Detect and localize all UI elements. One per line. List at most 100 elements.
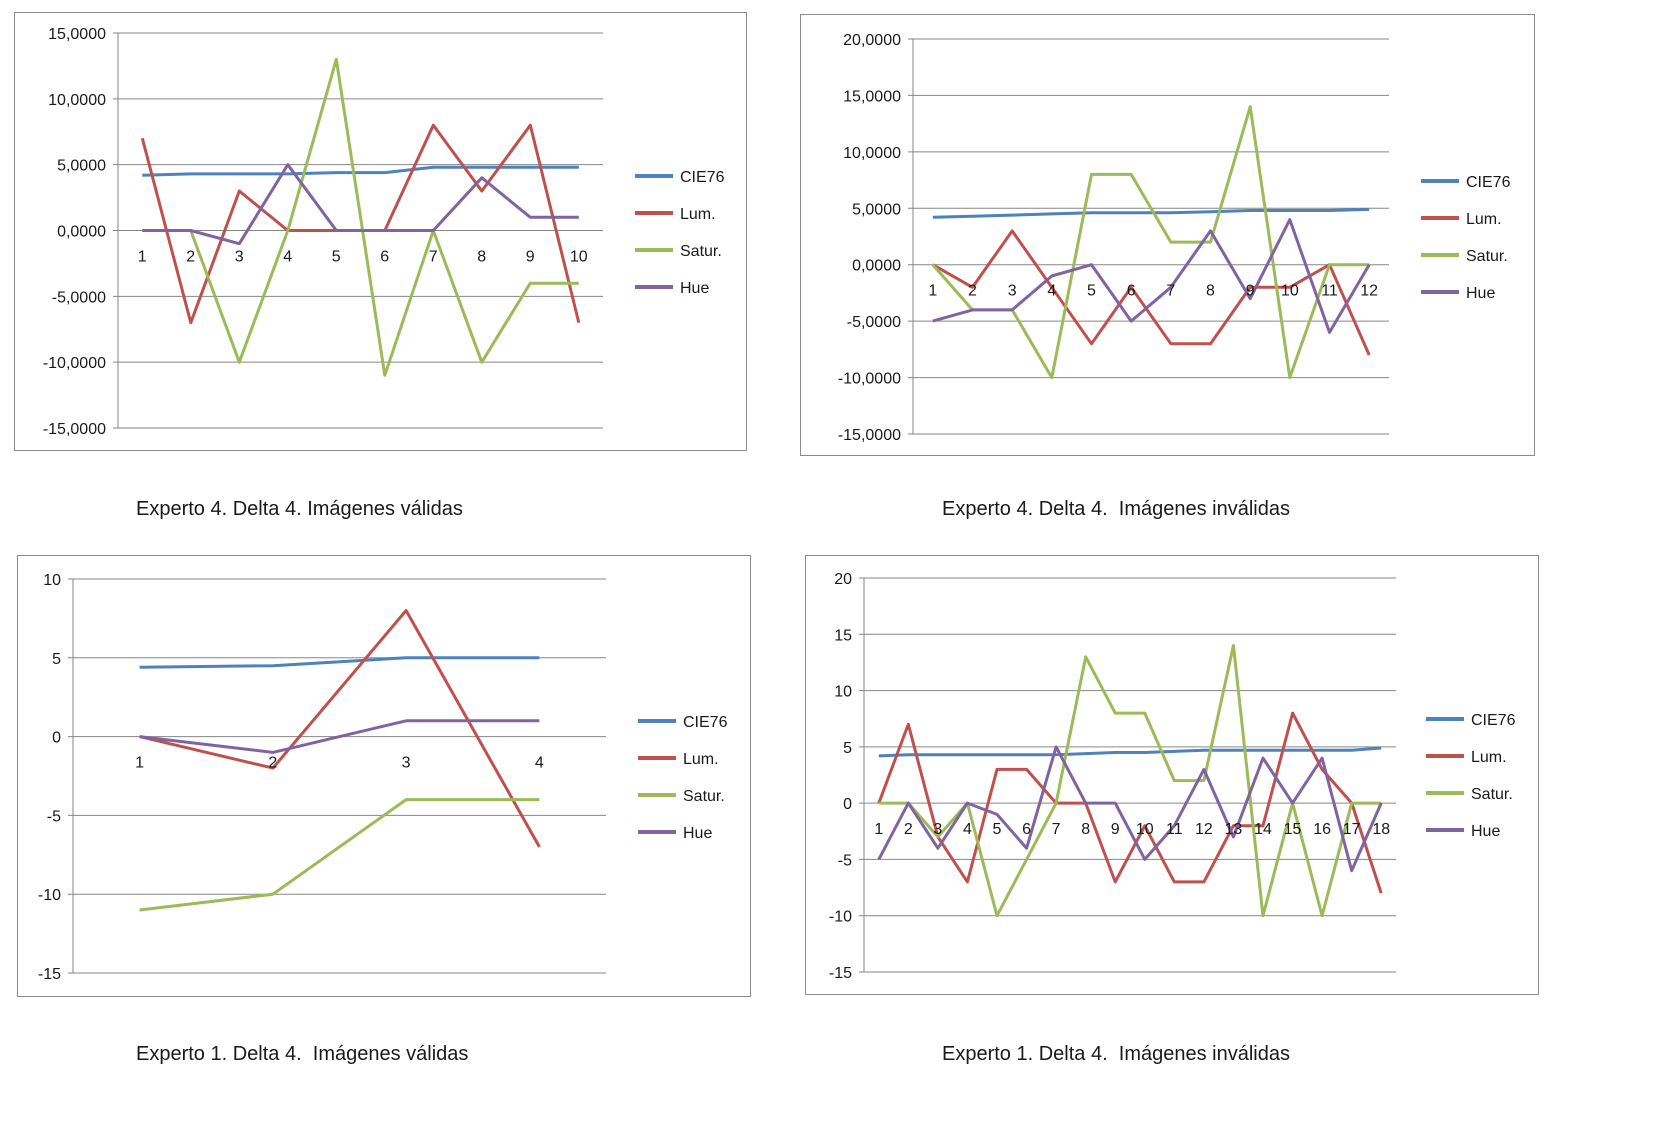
x-tick-label: 9 — [526, 249, 535, 266]
legend-label: Satur. — [680, 243, 722, 260]
y-tick-label: -15 — [38, 966, 61, 983]
legend-label: CIE76 — [1466, 174, 1511, 191]
y-tick-label: 5 — [843, 740, 852, 757]
y-tick-label: 0,0000 — [852, 258, 901, 275]
y-tick-label: 5,0000 — [852, 201, 901, 218]
legend-label: Satur. — [1466, 248, 1508, 265]
legend-label: Lum. — [1466, 211, 1502, 228]
x-tick-label: 5 — [1087, 283, 1096, 300]
y-tick-label: 0 — [52, 730, 61, 747]
x-tick-label: 4 — [963, 821, 972, 838]
y-tick-label: -15,0000 — [43, 421, 106, 438]
series-line-lum — [877, 711, 1383, 894]
y-tick-label: 5 — [52, 651, 61, 668]
y-tick-label: -10 — [829, 909, 852, 926]
x-tick-label: 4 — [283, 249, 292, 266]
legend-label: Hue — [1466, 285, 1495, 302]
y-tick-label: 10,0000 — [48, 92, 106, 109]
x-tick-label: 1 — [138, 249, 147, 266]
y-tick-label: 10 — [834, 684, 852, 701]
x-tick-label: 10 — [1136, 821, 1154, 838]
x-tick-label: 6 — [1022, 821, 1031, 838]
x-tick-label: 10 — [1281, 283, 1299, 300]
x-tick-label: 18 — [1372, 821, 1390, 838]
y-tick-label: -5,0000 — [52, 289, 106, 306]
y-tick-label: -15 — [829, 965, 852, 982]
legend-label: Satur. — [1471, 786, 1513, 803]
legend-label: CIE76 — [1471, 712, 1516, 729]
chart-experto1-validas: 10 5 0 -5 -10 -15 1 2 3 4 CIE76 Lum. Satur. Hue — [17, 555, 751, 997]
x-tick-label: 7 — [429, 249, 438, 266]
legend-label: Hue — [680, 280, 709, 297]
x-tick-label: 12 — [1360, 283, 1378, 300]
x-tick-label: 12 — [1195, 821, 1213, 838]
series-line-cie76 — [139, 656, 540, 669]
x-tick-label: 3 — [402, 755, 411, 772]
series-line-hue — [139, 719, 540, 754]
x-tick-label: 15 — [1284, 821, 1302, 838]
y-tick-label: 15,0000 — [843, 88, 901, 105]
y-tick-label: 20,0000 — [843, 32, 901, 49]
legend-label: CIE76 — [680, 169, 725, 186]
series-line-cie76 — [142, 165, 579, 177]
series-line-hue — [142, 163, 579, 246]
y-tick-label: 15 — [834, 627, 852, 644]
y-tick-label: 0 — [843, 796, 852, 813]
chart-experto4-invalidas: 20,0000 15,0000 10,0000 5,0000 0,0000 -5,0000… — [800, 14, 1535, 456]
x-tick-label: 9 — [1246, 283, 1255, 300]
x-tick-label: 3 — [235, 249, 244, 266]
y-tick-label: -5,0000 — [847, 314, 901, 331]
legend-label: Lum. — [683, 751, 719, 768]
x-tick-label: 13 — [1225, 821, 1243, 838]
x-tick-label: 1 — [874, 821, 883, 838]
x-tick-label: 10 — [570, 249, 588, 266]
x-tick-label: 2 — [904, 821, 913, 838]
series-line-cie76 — [878, 746, 1382, 758]
y-tick-label: 15,0000 — [48, 26, 106, 43]
legend-label: Satur. — [683, 788, 725, 805]
series-line-hue — [877, 745, 1383, 873]
x-tick-label: 11 — [1321, 283, 1338, 300]
x-tick-label: 4 — [1047, 283, 1056, 300]
x-tick-label: 4 — [535, 755, 544, 772]
legend-label: CIE76 — [683, 714, 728, 731]
chart-caption: Experto 4. Delta 4. Imágenes inválidas — [942, 498, 1290, 520]
x-tick-label: 11 — [1166, 821, 1183, 838]
series-line-lum — [139, 609, 541, 848]
x-tick-label: 1 — [135, 755, 144, 772]
y-tick-label: -15,0000 — [838, 427, 901, 444]
y-tick-label: -5 — [838, 852, 852, 869]
x-tick-label: 3 — [1008, 283, 1017, 300]
series-line-lum — [932, 229, 1371, 356]
legend-label: Lum. — [680, 206, 716, 223]
x-tick-label: 2 — [268, 755, 277, 772]
series-line-satur — [139, 798, 540, 912]
y-tick-label: -5 — [47, 808, 61, 825]
x-tick-label: 8 — [1081, 821, 1090, 838]
x-tick-label: 3 — [933, 821, 942, 838]
x-tick-label: 16 — [1313, 821, 1331, 838]
x-tick-label: 8 — [477, 249, 486, 266]
x-tick-label: 7 — [1052, 821, 1061, 838]
x-tick-label: 2 — [186, 249, 195, 266]
chart-caption: Experto 1. Delta 4. Imágenes inválidas — [942, 1043, 1290, 1065]
x-tick-label: 1 — [928, 283, 937, 300]
x-tick-label: 5 — [332, 249, 341, 266]
y-tick-label: -10,0000 — [43, 355, 106, 372]
series-line-satur — [142, 57, 579, 377]
y-tick-label: 10 — [43, 572, 61, 589]
x-tick-label: 17 — [1343, 821, 1361, 838]
x-tick-label: 2 — [968, 283, 977, 300]
chart-caption: Experto 4. Delta 4. Imágenes válidas — [136, 498, 463, 520]
y-tick-label: 10,0000 — [843, 145, 901, 162]
x-tick-label: 8 — [1206, 283, 1215, 300]
legend-label: Hue — [683, 825, 712, 842]
chart-experto1-invalidas: 20 15 10 5 0 -5 -10 -15 1 2 3 4 5 6 7 8 9 10 11 12 13 14 15 16 1… — [805, 555, 1539, 995]
x-tick-label: 6 — [380, 249, 389, 266]
series-line-satur — [931, 105, 1370, 380]
chart-caption: Experto 1. Delta 4. Imágenes válidas — [136, 1043, 469, 1065]
x-tick-label: 5 — [993, 821, 1002, 838]
x-tick-label: 7 — [1166, 283, 1175, 300]
x-tick-label: 6 — [1127, 283, 1136, 300]
y-tick-label: 0,0000 — [57, 224, 106, 241]
